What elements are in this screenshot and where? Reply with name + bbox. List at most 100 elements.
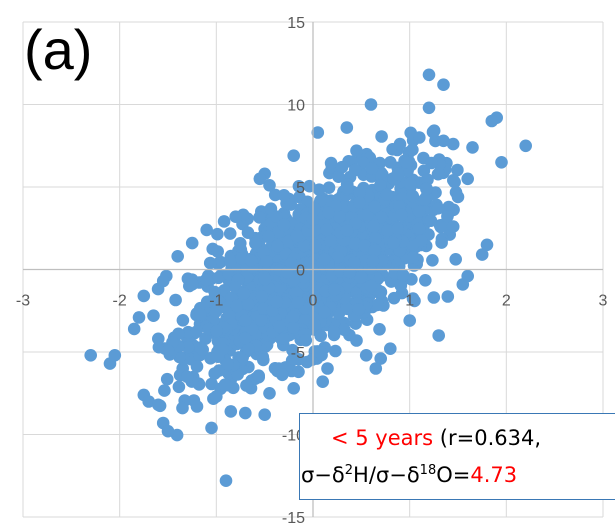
data-point	[414, 234, 428, 248]
data-point	[237, 287, 251, 300]
data-point	[316, 375, 330, 389]
data-point	[190, 400, 204, 413]
data-point	[338, 323, 351, 337]
data-point	[412, 222, 426, 235]
data-point	[314, 329, 328, 343]
data-point	[186, 278, 199, 291]
data-point	[384, 156, 397, 169]
data-point	[391, 222, 405, 236]
x-tick-label: 0	[309, 293, 318, 310]
data-point	[108, 349, 122, 362]
data-point	[173, 350, 186, 364]
data-point	[426, 253, 439, 267]
data-point	[431, 202, 445, 215]
data-point	[519, 139, 532, 153]
data-point	[424, 214, 438, 227]
y-tick-label: -5	[291, 345, 305, 362]
data-point	[238, 331, 252, 345]
data-point	[466, 141, 479, 154]
data-point	[276, 368, 289, 382]
data-point	[260, 254, 273, 268]
data-point	[333, 210, 347, 224]
data-point	[200, 295, 214, 309]
data-point	[426, 125, 440, 139]
data-point	[367, 220, 380, 233]
data-point	[422, 68, 436, 82]
data-point	[270, 210, 284, 223]
data-point	[190, 325, 203, 339]
data-point	[441, 210, 454, 223]
x-tick-label: 3	[599, 293, 608, 310]
data-point	[375, 130, 388, 143]
data-point	[221, 358, 234, 371]
data-point	[353, 186, 366, 199]
data-point	[257, 353, 270, 367]
data-point	[211, 227, 224, 241]
data-point	[314, 346, 328, 360]
annotation-line-2: σ−δ2H/σ−δ18O=4.73	[301, 463, 517, 487]
data-point	[271, 239, 284, 253]
data-point	[364, 279, 378, 293]
data-point	[277, 332, 291, 346]
data-point	[209, 305, 223, 319]
data-point	[368, 200, 381, 214]
y-tick-label: 10	[287, 98, 305, 115]
data-point	[160, 372, 174, 386]
data-point	[341, 181, 354, 195]
data-point	[318, 252, 331, 266]
data-point	[161, 424, 175, 438]
data-point	[435, 236, 448, 249]
data-point	[461, 172, 475, 186]
data-point	[475, 248, 489, 261]
data-point	[280, 266, 294, 279]
data-point	[277, 189, 291, 202]
data-point	[212, 271, 225, 285]
data-point	[321, 362, 334, 375]
data-point	[332, 170, 345, 183]
data-point	[387, 236, 400, 250]
data-point	[412, 205, 426, 218]
annotation-ratio-value: 4.73	[470, 463, 518, 487]
data-point	[403, 314, 417, 327]
data-point	[273, 320, 286, 333]
data-point	[205, 421, 218, 435]
data-point	[217, 215, 231, 228]
data-point	[152, 398, 165, 412]
data-point	[449, 252, 463, 266]
data-point	[211, 350, 225, 364]
data-point	[196, 343, 209, 357]
data-point	[292, 180, 306, 193]
data-point	[406, 251, 420, 264]
data-point	[219, 474, 233, 488]
data-point	[400, 156, 413, 169]
data-point	[395, 208, 408, 222]
data-point	[371, 298, 384, 312]
data-point	[309, 239, 322, 253]
data-point	[132, 311, 146, 324]
data-point	[241, 226, 255, 239]
data-point	[324, 234, 337, 247]
data-point	[147, 309, 160, 323]
data-point	[451, 163, 464, 177]
annotation-mid-text: H/σ−δ	[353, 463, 420, 487]
data-point	[394, 279, 408, 292]
data-point	[210, 324, 223, 338]
data-point	[152, 332, 165, 346]
data-point	[200, 223, 213, 237]
data-point	[442, 200, 456, 214]
data-point	[224, 405, 238, 418]
data-point	[169, 293, 182, 307]
data-point	[277, 218, 291, 232]
data-point	[308, 202, 321, 215]
data-point	[406, 189, 420, 203]
data-point	[432, 329, 446, 342]
data-point	[255, 314, 268, 327]
data-point	[176, 314, 190, 327]
data-point	[200, 273, 213, 287]
data-point	[322, 181, 336, 194]
annotation-sigma-text: σ−δ	[301, 463, 345, 487]
data-point	[432, 167, 446, 181]
data-point	[311, 126, 325, 139]
data-point	[446, 220, 460, 233]
data-point	[352, 303, 366, 316]
